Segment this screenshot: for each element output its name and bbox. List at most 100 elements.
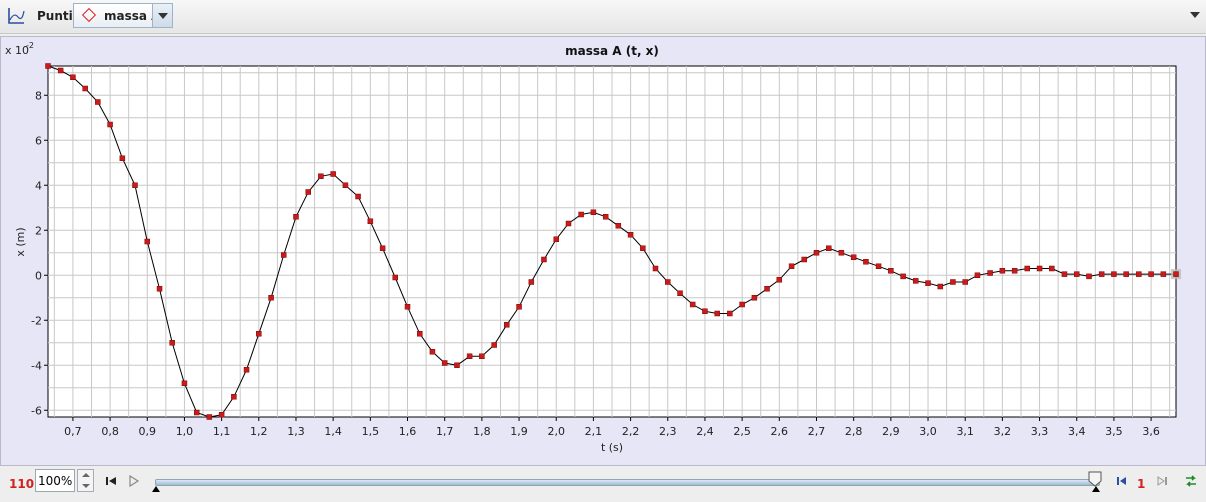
data-point[interactable] [1099,272,1104,277]
data-point[interactable] [826,246,831,251]
data-point[interactable] [950,280,955,285]
play-icon[interactable] [127,474,141,488]
data-point[interactable] [83,86,88,91]
data-point[interactable] [579,212,584,217]
data-point[interactable] [467,354,472,359]
data-point[interactable] [207,415,212,420]
data-point[interactable] [752,295,757,300]
data-point[interactable] [1012,268,1017,273]
data-point[interactable] [343,183,348,188]
data-point[interactable] [1074,272,1079,277]
slider-start-marker[interactable] [152,486,160,492]
data-point[interactable] [566,221,571,226]
data-point[interactable] [108,122,113,127]
data-point[interactable] [368,219,373,224]
data-point[interactable] [765,286,770,291]
data-point[interactable] [665,280,670,285]
data-point[interactable] [653,266,658,271]
data-point[interactable] [888,268,893,273]
data-point[interactable] [46,64,51,69]
data-point[interactable] [95,100,100,105]
data-point[interactable] [938,284,943,289]
data-point[interactable] [802,257,807,262]
data-point[interactable] [281,253,286,258]
data-point[interactable] [380,246,385,251]
data-point[interactable] [740,302,745,307]
data-point[interactable] [219,412,224,417]
chevron-down-icon[interactable] [152,4,172,27]
data-point[interactable] [988,271,993,276]
data-point[interactable] [715,311,720,316]
data-point[interactable] [1136,272,1141,277]
data-point[interactable] [640,246,645,251]
menu-chevron-down-icon[interactable] [1190,12,1200,18]
data-point[interactable] [876,264,881,269]
data-point[interactable] [814,250,819,255]
zoom-input[interactable]: 100% [35,469,75,492]
plot-area[interactable]: 0,7 0,8 0,9 1,0 1,1 1,2 1,3 1,4 1,5 1,6 1,7 1,8 1,9 2… [0,36,1206,464]
data-point[interactable] [170,340,175,345]
data-point[interactable] [132,183,137,188]
data-point[interactable] [145,239,150,244]
data-point[interactable] [529,280,534,285]
reset-to-start-icon[interactable] [104,474,118,488]
data-point[interactable] [1124,272,1129,277]
data-point[interactable] [479,354,484,359]
data-point[interactable] [863,259,868,264]
data-point[interactable] [1037,266,1042,271]
data-point[interactable] [356,194,361,199]
data-point[interactable] [231,394,236,399]
data-point[interactable] [442,361,447,366]
data-point[interactable] [926,281,931,286]
data-point[interactable] [1149,272,1154,277]
data-point[interactable] [690,302,695,307]
data-point[interactable] [331,172,336,177]
data-point[interactable] [541,257,546,262]
data-point[interactable] [70,75,75,80]
object-selector-dropdown[interactable]: massa A [73,3,173,28]
data-point[interactable] [244,367,249,372]
data-point[interactable] [492,343,497,348]
step-forward-icon[interactable] [1156,474,1170,488]
data-point[interactable] [777,277,782,282]
data-point[interactable] [975,273,980,278]
data-point[interactable] [454,363,459,368]
data-point[interactable] [963,280,968,285]
data-point[interactable] [913,278,918,283]
data-point[interactable] [1111,272,1116,277]
data-point[interactable] [504,322,509,327]
data-point[interactable] [430,349,435,354]
data-point[interactable] [1161,272,1166,277]
data-point[interactable] [157,286,162,291]
data-point[interactable] [678,291,683,296]
data-point[interactable] [306,190,311,195]
data-point[interactable] [702,309,707,314]
data-point[interactable] [517,304,522,309]
time-slider-thumb[interactable] [1088,471,1102,487]
data-point[interactable] [417,331,422,336]
data-point[interactable] [1049,266,1054,271]
data-point[interactable] [405,304,410,309]
data-point[interactable] [393,275,398,280]
data-point[interactable] [120,156,125,161]
data-point[interactable] [1025,266,1030,271]
plot-axes-icon[interactable] [6,6,26,26]
view-type-label[interactable]: Punti [37,9,73,23]
data-point[interactable] [1174,272,1179,277]
data-point[interactable] [256,331,261,336]
data-point[interactable] [628,232,633,237]
data-point[interactable] [318,174,323,179]
data-point[interactable] [1062,272,1067,277]
data-point[interactable] [616,223,621,228]
data-point[interactable] [293,214,298,219]
zoom-stepper[interactable] [77,469,94,492]
data-point[interactable] [1000,268,1005,273]
step-size-value[interactable]: 1 [1137,477,1145,491]
data-point[interactable] [269,295,274,300]
step-back-icon[interactable] [1114,474,1128,488]
data-point[interactable] [839,250,844,255]
data-point[interactable] [901,274,906,279]
data-point[interactable] [554,237,559,242]
data-point[interactable] [1087,274,1092,279]
data-point[interactable] [851,255,856,260]
